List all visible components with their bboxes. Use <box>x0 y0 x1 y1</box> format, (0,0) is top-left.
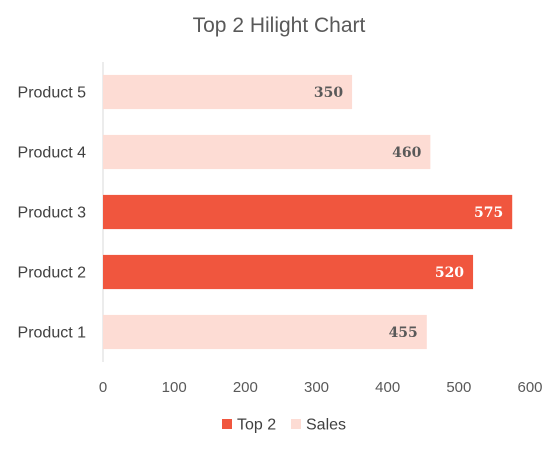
bar-product-3[interactable] <box>103 194 513 230</box>
category-label-product-5: Product 5 <box>18 85 87 102</box>
category-label-product-4: Product 4 <box>18 145 87 162</box>
data-label-product-1: 455 <box>389 325 418 341</box>
category-label-product-1: Product 1 <box>18 325 87 342</box>
x-tick-label-300: 300 <box>304 379 329 396</box>
bar-product-4[interactable] <box>103 134 431 170</box>
legend-swatch-sales <box>291 419 301 429</box>
category-label-product-3: Product 3 <box>18 205 87 222</box>
data-label-product-4: 460 <box>392 145 421 161</box>
x-tick-label-600: 600 <box>517 379 542 396</box>
legend-label-sales: Sales <box>306 417 346 434</box>
data-label-product-5: 350 <box>314 85 343 101</box>
x-tick-label-0: 0 <box>99 379 107 396</box>
bars-group <box>103 74 513 350</box>
x-tick-label-500: 500 <box>446 379 471 396</box>
legend-swatch-top-2 <box>222 419 232 429</box>
legend[interactable]: Top 2 Sales <box>222 417 346 434</box>
x-tick-label-100: 100 <box>162 379 187 396</box>
labels-group: Product 1 455 Product 2 520 Product 3 575 Prod… <box>18 85 543 397</box>
bar-product-5[interactable] <box>103 74 353 110</box>
x-tick-label-400: 400 <box>375 379 400 396</box>
legend-label-top-2: Top 2 <box>237 417 276 434</box>
data-label-product-3: 575 <box>474 205 503 221</box>
x-tick-label-200: 200 <box>233 379 258 396</box>
data-label-product-2: 520 <box>435 265 464 281</box>
category-label-product-2: Product 2 <box>18 265 87 282</box>
bar-product-1[interactable] <box>103 314 427 350</box>
chart-title: Top 2 Hilight Chart <box>193 14 366 37</box>
bar-product-2[interactable] <box>103 254 474 290</box>
